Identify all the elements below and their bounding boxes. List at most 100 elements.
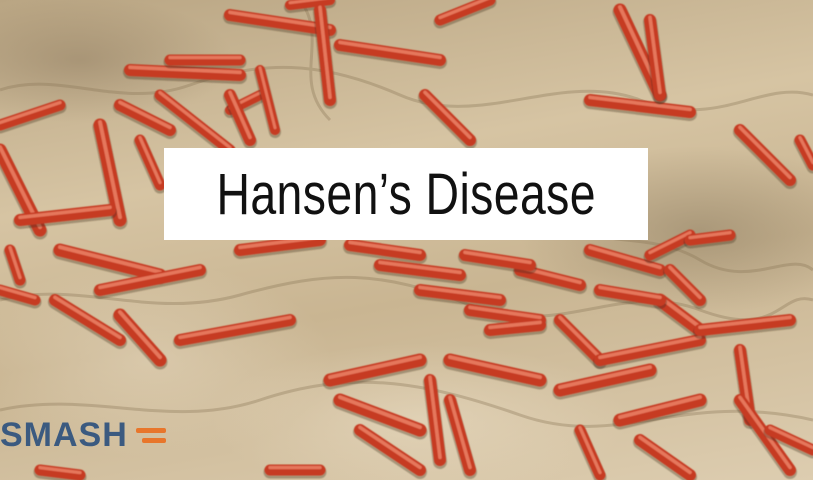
bacterium-rod: [285, 0, 335, 10]
bacterium-rod: [594, 334, 706, 366]
bacterium-highlight: [648, 230, 692, 255]
title-banner: Hansen’s Disease: [164, 148, 648, 240]
bacterium-rod: [613, 393, 707, 427]
bacterium-rod: [734, 124, 796, 186]
bacterium-highlight: [258, 66, 277, 130]
bacterium-highlight: [488, 320, 542, 330]
bacterium-rod: [554, 314, 606, 366]
logo-text: SMASH: [0, 415, 128, 454]
bacterium-rod: [174, 314, 296, 346]
bacterium-highlight: [588, 95, 692, 112]
bacterium-rod: [764, 424, 813, 456]
bacterium-highlight: [53, 295, 122, 340]
bacterium-highlight: [228, 90, 252, 140]
bacterium-highlight: [338, 395, 422, 430]
bacterium-highlight: [468, 305, 542, 320]
bacterium-rod: [584, 244, 666, 276]
bacterium-rod: [154, 89, 236, 156]
bacterium-rod: [634, 434, 696, 480]
bacterium-rod: [694, 314, 796, 336]
bacterium-highlight: [318, 5, 332, 100]
bacterium-highlight: [598, 285, 662, 300]
bacterium-highlight: [448, 395, 472, 470]
bacterium-rod: [124, 64, 246, 81]
bacterium-rod: [594, 284, 666, 306]
bacterium-highlight: [8, 245, 22, 280]
bacterium-highlight: [618, 395, 702, 420]
bacterium-rod: [224, 9, 336, 36]
bacterium-rod: [459, 249, 536, 271]
bacterium-rod: [664, 264, 706, 306]
bacterium-rod: [653, 293, 707, 337]
bacterium-highlight: [558, 365, 652, 390]
orange-double-bar-icon: [135, 427, 166, 443]
bacterium-highlight: [448, 355, 542, 380]
smash-logo: SMASH: [0, 413, 166, 457]
bacterium-highlight: [638, 435, 692, 475]
bacterium-highlight: [0, 285, 37, 300]
bacterium-highlight: [558, 315, 602, 360]
bacterium-highlight: [118, 100, 172, 130]
bacterium-rod: [0, 284, 41, 306]
bacterium-rod: [234, 234, 326, 256]
bacterium-highlight: [768, 425, 813, 450]
bacterium-highlight: [648, 15, 662, 95]
bacterium-rod: [553, 363, 657, 397]
bacterium-rod: [49, 294, 126, 346]
bacterium-rod: [53, 243, 167, 282]
bacterium-rod: [0, 99, 66, 131]
bacterium-highlight: [338, 40, 442, 60]
bacterium-rod: [484, 319, 546, 336]
bacterium-highlight: [138, 135, 162, 185]
bacterium-rod: [114, 99, 176, 136]
bacterium-highlight: [38, 465, 82, 475]
bacterium-rod: [354, 424, 426, 476]
bacterium-rod: [414, 284, 506, 306]
bacterium-highlight: [798, 135, 813, 165]
page-title: Hansen’s Disease: [216, 161, 596, 227]
bacterium-rod: [323, 353, 427, 387]
bacterium-highlight: [428, 375, 442, 460]
bacterium-highlight: [418, 285, 502, 300]
bacterium-highlight: [128, 65, 242, 75]
bacterium-rod: [419, 89, 476, 146]
bacterium-highlight: [738, 125, 792, 180]
bacterium-highlight: [588, 245, 662, 270]
bacterium-highlight: [98, 265, 202, 290]
bacterium-rod: [584, 94, 696, 118]
bacterium-highlight: [328, 355, 422, 380]
bacterium-highlight: [598, 335, 702, 360]
bacterium-highlight: [348, 240, 422, 255]
bacterium-highlight: [463, 250, 532, 265]
bacterium-rod: [334, 39, 446, 66]
bacterium-rod: [684, 229, 736, 246]
bacterium-rod: [464, 304, 546, 326]
bacterium-rod: [644, 229, 696, 261]
bacterium-rod: [434, 0, 496, 26]
bacterium-highlight: [158, 90, 232, 150]
bacterium-highlight: [698, 315, 792, 330]
bacterium-highlight: [578, 425, 602, 475]
bacterium-rod: [374, 259, 466, 281]
bacterium-highlight: [358, 425, 422, 470]
bacterium-rod: [443, 353, 547, 387]
bacterium-rod: [333, 393, 427, 437]
bacterium-highlight: [438, 0, 489, 20]
bacterium-rod: [94, 264, 206, 296]
bacterium-highlight: [18, 205, 112, 220]
bacterium-highlight: [118, 310, 162, 360]
bacterium-highlight: [668, 265, 702, 300]
bacterium-highlight: [98, 120, 122, 220]
bacterium-rod: [344, 239, 426, 261]
bacterium-highlight: [0, 100, 62, 125]
bacterium-rod: [14, 204, 116, 226]
bacterium-highlight: [178, 315, 292, 340]
bacterium-rod: [34, 464, 86, 480]
bacterium-highlight: [423, 90, 472, 140]
bacterium-highlight: [688, 230, 732, 240]
bacterium-highlight: [378, 260, 462, 275]
bacterium-highlight: [58, 245, 162, 275]
